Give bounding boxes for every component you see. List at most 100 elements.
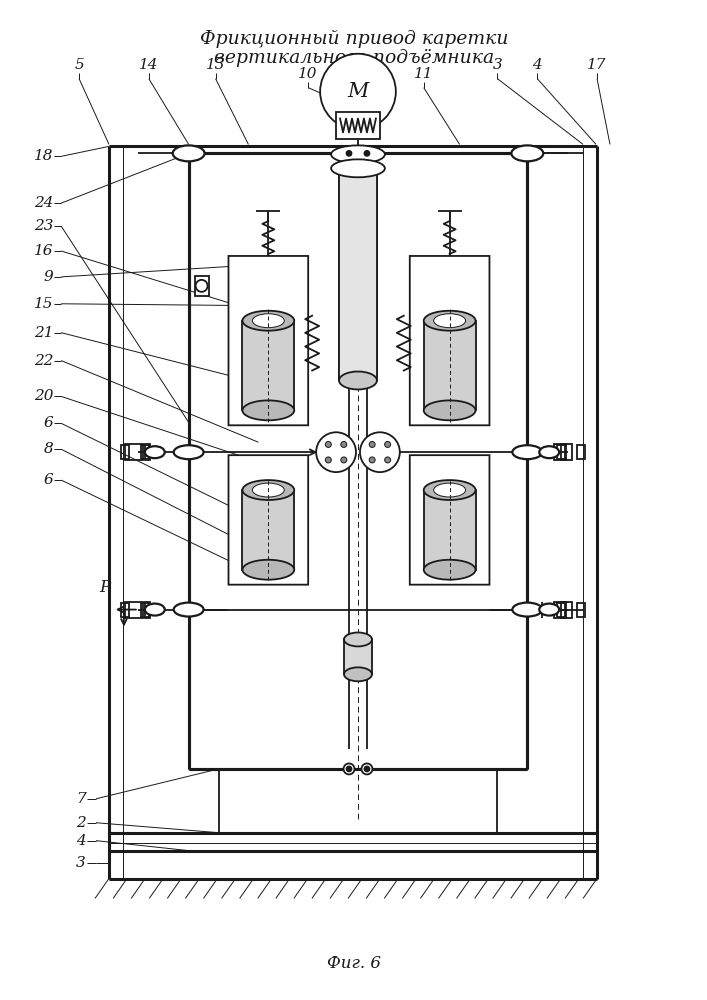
Ellipse shape bbox=[423, 560, 476, 580]
Ellipse shape bbox=[433, 314, 465, 328]
FancyBboxPatch shape bbox=[228, 256, 308, 425]
Ellipse shape bbox=[539, 604, 559, 616]
Text: 6: 6 bbox=[43, 416, 53, 430]
Text: вертикального подъёмника: вертикального подъёмника bbox=[214, 49, 494, 67]
Ellipse shape bbox=[433, 483, 465, 497]
Circle shape bbox=[196, 280, 208, 292]
Ellipse shape bbox=[243, 311, 294, 331]
Bar bbox=[141, 603, 148, 617]
Text: 16: 16 bbox=[34, 244, 53, 258]
Ellipse shape bbox=[243, 560, 294, 580]
Text: 4: 4 bbox=[76, 834, 86, 848]
Text: 8: 8 bbox=[43, 442, 53, 456]
Circle shape bbox=[360, 432, 400, 472]
Text: 20: 20 bbox=[34, 389, 53, 403]
Bar bbox=[243, 321, 294, 410]
FancyBboxPatch shape bbox=[228, 455, 308, 585]
Circle shape bbox=[369, 441, 375, 447]
Text: 3: 3 bbox=[493, 58, 502, 72]
Circle shape bbox=[341, 441, 347, 447]
Text: 17: 17 bbox=[588, 58, 607, 72]
Text: 4: 4 bbox=[532, 58, 542, 72]
Text: 9: 9 bbox=[43, 270, 53, 284]
Bar bbox=[554, 602, 572, 618]
Ellipse shape bbox=[423, 311, 476, 331]
Text: 23: 23 bbox=[34, 219, 53, 233]
Text: P: P bbox=[100, 579, 110, 596]
Text: 6: 6 bbox=[43, 473, 53, 487]
Ellipse shape bbox=[243, 400, 294, 420]
Bar bbox=[121, 603, 129, 617]
Bar bbox=[141, 445, 148, 459]
Circle shape bbox=[385, 441, 391, 447]
Bar bbox=[344, 639, 372, 674]
Bar bbox=[554, 444, 572, 460]
Bar bbox=[121, 445, 129, 459]
Text: 11: 11 bbox=[414, 67, 433, 81]
Circle shape bbox=[385, 457, 391, 463]
Ellipse shape bbox=[252, 314, 284, 328]
Text: 10: 10 bbox=[298, 67, 318, 81]
Ellipse shape bbox=[513, 603, 542, 617]
Ellipse shape bbox=[339, 152, 377, 170]
Text: 14: 14 bbox=[139, 58, 158, 72]
Ellipse shape bbox=[173, 145, 204, 161]
Ellipse shape bbox=[344, 632, 372, 646]
Ellipse shape bbox=[174, 603, 204, 617]
Bar bbox=[423, 321, 476, 410]
Text: M: M bbox=[347, 82, 368, 101]
Ellipse shape bbox=[539, 446, 559, 458]
Bar bbox=[557, 603, 565, 617]
Text: 7: 7 bbox=[76, 792, 86, 806]
Ellipse shape bbox=[145, 604, 165, 616]
Circle shape bbox=[364, 151, 370, 156]
Text: Фрикционный привод каретки: Фрикционный привод каретки bbox=[200, 30, 508, 48]
Bar bbox=[336, 112, 380, 139]
Ellipse shape bbox=[243, 480, 294, 500]
Circle shape bbox=[316, 432, 356, 472]
Bar bbox=[561, 602, 566, 618]
Circle shape bbox=[325, 457, 332, 463]
Circle shape bbox=[344, 148, 354, 159]
Text: 24: 24 bbox=[34, 196, 53, 210]
Ellipse shape bbox=[145, 446, 165, 458]
Circle shape bbox=[361, 148, 373, 159]
Circle shape bbox=[325, 441, 332, 447]
Ellipse shape bbox=[511, 145, 543, 161]
Ellipse shape bbox=[331, 159, 385, 177]
Bar bbox=[577, 445, 585, 459]
Ellipse shape bbox=[174, 445, 204, 459]
Text: 5: 5 bbox=[74, 58, 84, 72]
Text: 18: 18 bbox=[34, 149, 53, 163]
Bar bbox=[557, 445, 565, 459]
Bar bbox=[125, 444, 143, 460]
Circle shape bbox=[369, 457, 375, 463]
Text: 22: 22 bbox=[34, 354, 53, 368]
FancyBboxPatch shape bbox=[410, 455, 489, 585]
Circle shape bbox=[346, 151, 351, 156]
Circle shape bbox=[361, 763, 373, 774]
Text: 13: 13 bbox=[206, 58, 226, 72]
Circle shape bbox=[346, 766, 351, 771]
Circle shape bbox=[341, 457, 347, 463]
Circle shape bbox=[320, 54, 396, 129]
Bar bbox=[243, 490, 294, 570]
Text: 3: 3 bbox=[76, 856, 86, 870]
Text: 2: 2 bbox=[76, 816, 86, 830]
Ellipse shape bbox=[252, 483, 284, 497]
Bar bbox=[339, 161, 377, 380]
Bar bbox=[125, 602, 143, 618]
Bar bbox=[423, 490, 476, 570]
FancyBboxPatch shape bbox=[410, 256, 489, 425]
Ellipse shape bbox=[339, 372, 377, 389]
Text: 15: 15 bbox=[34, 297, 53, 311]
Ellipse shape bbox=[344, 667, 372, 681]
Text: Фиг. 6: Фиг. 6 bbox=[327, 955, 381, 972]
Bar bbox=[561, 444, 566, 460]
Bar bbox=[145, 444, 150, 460]
Bar bbox=[577, 603, 585, 617]
Bar bbox=[194, 276, 209, 296]
Circle shape bbox=[364, 766, 370, 771]
Bar bbox=[145, 602, 150, 618]
Ellipse shape bbox=[513, 445, 542, 459]
